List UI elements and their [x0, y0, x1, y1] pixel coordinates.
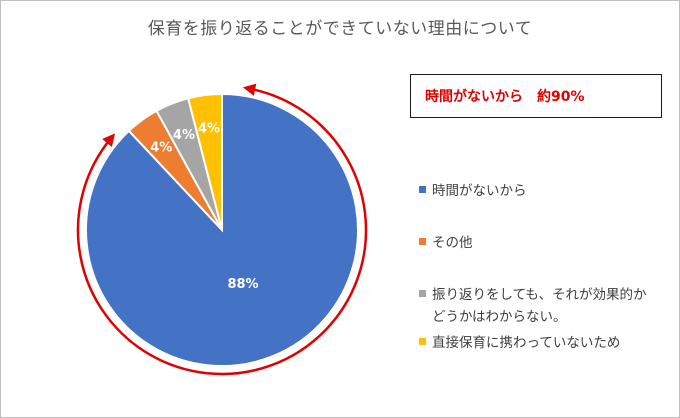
data-label-not-involved: 4%: [198, 121, 220, 136]
legend-item-not-involved: 直接保育に携わっていないため: [419, 332, 656, 354]
legend-swatch-not-involved: [419, 338, 426, 345]
legend-swatch-time: [419, 186, 426, 193]
legend-label-time: 時間がないから: [432, 183, 527, 199]
data-label-time: 88%: [227, 277, 258, 292]
annotation-box: 時間がないから 約90%: [410, 74, 662, 118]
data-label-other: 4%: [150, 140, 172, 155]
legend-swatch-unsure: [419, 290, 426, 297]
legend-label-unsure: 振り返りをしても、それが効果的かどうかはわからない。: [432, 287, 647, 325]
chart-title: 保育を振り返ることができていない理由について: [147, 19, 533, 39]
data-label-unsure: 4%: [173, 128, 195, 143]
legend-item-unsure: 振り返りをしても、それが効果的かどうかはわからない。: [419, 284, 656, 328]
legend-label-not-involved: 直接保育に携わっていないため: [432, 335, 621, 351]
annotation-text: 時間がないから 約90%: [425, 89, 585, 105]
legend-item-other: その他: [419, 232, 656, 254]
legend-item-time: 時間がないから: [419, 180, 656, 202]
emphasis-arrow-arc: [76, 83, 368, 376]
legend-label-other: その他: [432, 235, 473, 251]
legend-swatch-other: [419, 238, 426, 245]
